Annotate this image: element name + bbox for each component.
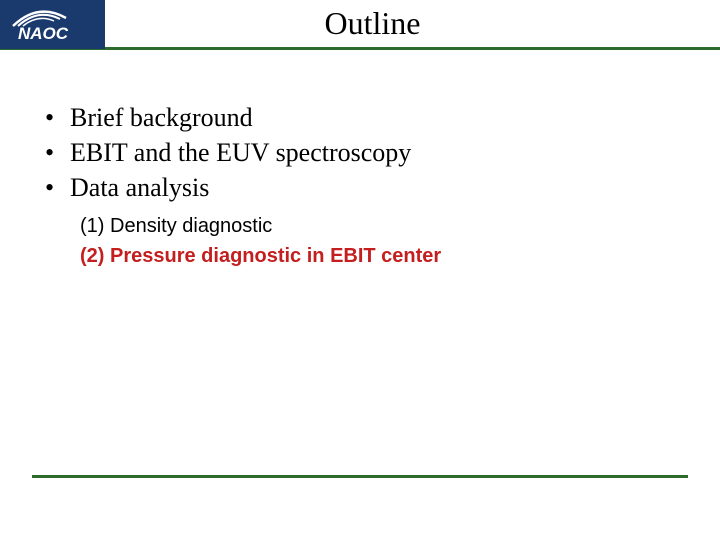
sub-list: (1) Density diagnostic (2) Pressure diag…	[30, 211, 690, 271]
sub-item: (1) Density diagnostic	[80, 211, 690, 241]
content-area: Brief background EBIT and the EUV spectr…	[0, 50, 720, 271]
naoc-logo-icon: NAOC	[8, 4, 98, 44]
bullet-item: EBIT and the EUV spectroscopy	[45, 135, 690, 170]
bullet-item: Brief background	[45, 100, 690, 135]
bullet-item: Data analysis	[45, 170, 690, 205]
header-bar: NAOC Outline	[0, 0, 720, 50]
logo-box: NAOC	[0, 0, 105, 49]
page-title: Outline	[105, 5, 720, 42]
bottom-divider	[32, 475, 688, 478]
svg-text:NAOC: NAOC	[18, 24, 69, 43]
sub-item-highlight: (2) Pressure diagnostic in EBIT center	[80, 241, 690, 271]
bullet-list: Brief background EBIT and the EUV spectr…	[30, 100, 690, 205]
